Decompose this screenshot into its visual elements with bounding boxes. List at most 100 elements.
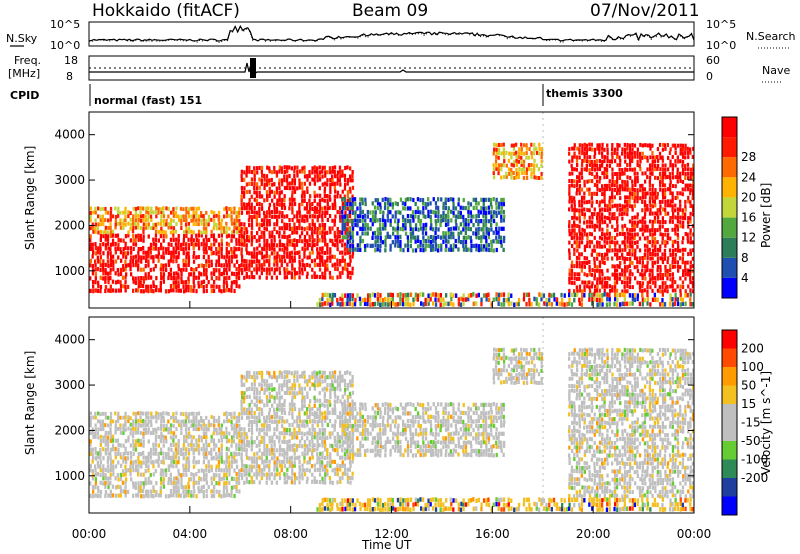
power-echo-cell — [649, 171, 652, 176]
power-echo-cell — [142, 230, 145, 234]
power-echo-cell — [346, 247, 349, 252]
power-echo-cell — [336, 242, 339, 247]
power-echo-cell — [598, 264, 602, 269]
power-echo-cell — [667, 232, 670, 237]
power-echo-cell — [182, 214, 185, 219]
power-echo-cell — [243, 258, 246, 263]
power-echo-cell — [588, 280, 591, 285]
velocity-echo-cell — [147, 430, 150, 435]
power-echo-cell — [275, 209, 279, 214]
power-echo-cell — [235, 271, 239, 276]
power-echo-cell — [235, 237, 238, 243]
power-echo-cell — [619, 184, 622, 189]
velocity-echo-cell — [197, 438, 201, 443]
power-echo-cell — [235, 267, 238, 272]
power-echo-cell — [591, 220, 594, 225]
power-echo-cell — [240, 177, 243, 182]
power-echo-cell — [568, 159, 571, 164]
velocity-echo-cell — [89, 439, 92, 444]
power-echo-cell — [316, 238, 319, 243]
power-echo-cell — [580, 167, 583, 172]
power-echo-cell — [691, 264, 694, 269]
power-echo-cell — [200, 221, 203, 226]
power-echo-cell — [144, 218, 148, 223]
power-echo-cell — [96, 250, 99, 255]
power-echo-cell — [321, 226, 324, 231]
power-echo-cell — [306, 242, 309, 247]
velocity-echo-cell — [240, 407, 243, 412]
power-echo-cell — [258, 206, 261, 211]
power-echo-cell — [510, 301, 513, 306]
power-echo-cell — [185, 255, 188, 260]
power-echo-cell — [482, 197, 485, 202]
power-echo-cell — [661, 158, 664, 163]
power-echo-cell — [243, 242, 246, 247]
velocity-echo-cell — [167, 451, 170, 456]
power-echo-cell — [324, 242, 327, 247]
power-echo-cell — [664, 207, 667, 212]
power-echo-cell — [298, 226, 301, 231]
power-echo-cell — [502, 151, 505, 156]
power-echo-cell — [372, 231, 375, 236]
power-echo-cell — [255, 166, 259, 171]
power-echo-cell — [177, 238, 180, 243]
power-echo-cell — [679, 276, 682, 281]
power-echo-cell — [142, 226, 145, 231]
power-echo-cell — [311, 218, 314, 223]
velocity-echo-cell — [200, 485, 203, 490]
power-echo-cell — [613, 228, 617, 233]
power-echo-cell — [409, 214, 412, 219]
power-echo-cell — [623, 243, 627, 248]
power-echo-cell — [190, 237, 193, 242]
power-echo-cell — [99, 259, 102, 264]
power-echo-cell — [671, 284, 674, 289]
power-echo-cell — [144, 214, 147, 219]
power-echo-cell — [371, 292, 375, 297]
power-echo-cell — [301, 258, 304, 263]
power-echo-cell — [306, 210, 309, 215]
velocity-echo-cell — [114, 493, 117, 498]
power-echo-cell — [684, 172, 687, 176]
velocity-echo-cell — [122, 443, 125, 448]
power-echo-cell — [623, 297, 626, 302]
power-echo-cell — [127, 284, 130, 289]
power-echo-cell — [129, 211, 132, 216]
power-echo-cell — [626, 167, 629, 172]
power-echo-cell — [485, 239, 488, 244]
power-echo-cell — [434, 243, 438, 248]
power-echo-cell — [611, 143, 614, 147]
power-echo-cell — [308, 181, 312, 186]
power-echo-cell — [336, 226, 339, 231]
power-echo-cell — [611, 199, 614, 204]
power-echo-cell — [682, 220, 685, 225]
power-echo-cell — [326, 178, 329, 183]
power-echo-cell — [162, 229, 165, 234]
power-echo-cell — [237, 271, 241, 276]
power-echo-cell — [538, 292, 541, 297]
power-echo-cell — [447, 234, 450, 240]
velocity-echo-cell — [243, 407, 246, 412]
power-echo-cell — [578, 171, 581, 176]
velocity-echo-cell — [200, 435, 203, 440]
power-echo-cell — [651, 191, 654, 196]
power-echo-cell — [681, 247, 684, 252]
power-echo-cell — [293, 238, 296, 243]
power-echo-cell — [618, 276, 621, 281]
power-echo-cell — [202, 264, 205, 269]
power-echo-cell — [684, 143, 687, 148]
power-echo-cell — [326, 206, 329, 211]
power-echo-cell — [117, 222, 120, 226]
velocity-echo-cell — [114, 446, 117, 452]
power-echo-cell — [373, 301, 377, 307]
power-echo-cell — [573, 289, 576, 294]
power-echo-cell — [477, 209, 480, 214]
power-echo-cell — [508, 151, 511, 156]
velocity-echo-cell — [197, 447, 200, 452]
velocity-echo-cell — [157, 452, 160, 457]
power-echo-cell — [114, 271, 117, 276]
power-echo-cell — [391, 202, 394, 207]
power-echo-cell — [437, 227, 440, 232]
power-echo-cell — [563, 302, 566, 307]
velocity-echo-cell — [94, 485, 97, 490]
power-echo-cell — [321, 182, 324, 187]
